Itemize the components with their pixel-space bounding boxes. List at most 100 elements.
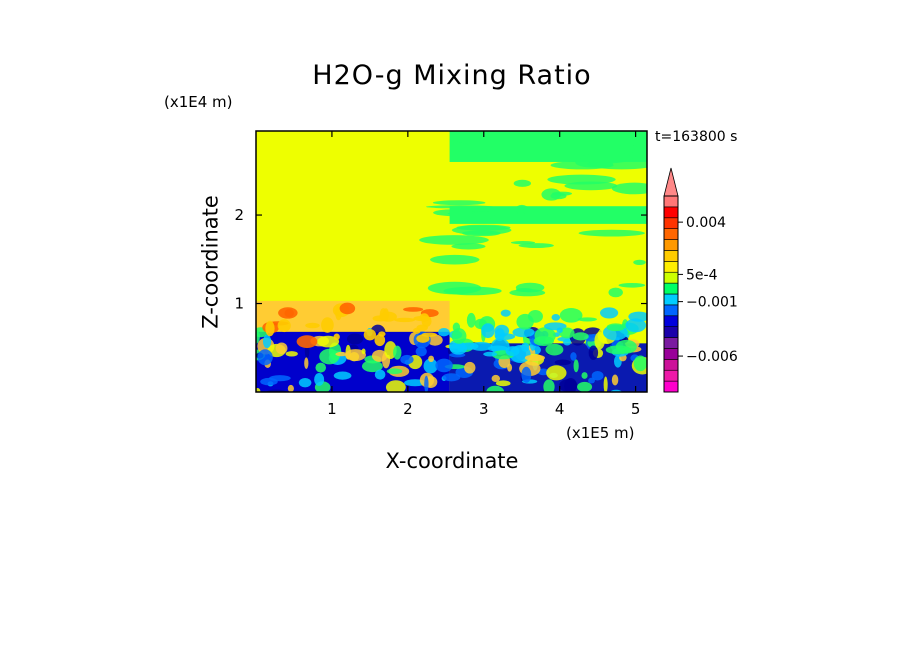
texture-streak: [430, 254, 480, 265]
texture-blob: [438, 328, 450, 337]
texture-blob: [277, 319, 291, 333]
texture-blob: [442, 373, 461, 382]
texture-blob: [284, 309, 294, 318]
colorbar-swatch: [663, 337, 679, 349]
texture-streak: [547, 174, 616, 185]
texture-streak: [451, 243, 486, 250]
texture-blob: [416, 334, 430, 343]
texture-blob: [466, 312, 476, 328]
contour-field: [256, 131, 647, 392]
texture-blob: [385, 380, 406, 392]
texture-blob: [265, 320, 275, 337]
texture-blob: [275, 342, 288, 355]
texture-blob: [546, 365, 567, 381]
colorbar-frame: [663, 195, 679, 393]
texture-streak: [456, 136, 522, 145]
colorbar-extend-arrow: [663, 167, 679, 197]
texture-blob: [563, 338, 572, 346]
texture-blob: [423, 358, 438, 374]
texture-blob: [464, 361, 476, 374]
colorbar-swatch: [663, 261, 679, 273]
texture-blob: [551, 313, 561, 321]
texture-streak: [618, 282, 646, 288]
texture-streak: [433, 209, 475, 217]
texture-blob: [339, 302, 356, 315]
texture-blob: [559, 327, 575, 339]
texture-blob: [483, 351, 498, 357]
texture-blob: [315, 362, 327, 373]
texture-blob: [572, 332, 589, 341]
texture-blob: [581, 372, 588, 379]
x-tick-label: 4: [555, 400, 565, 418]
texture-blob: [378, 331, 386, 337]
texture-blob: [304, 357, 309, 370]
texture-blob: [435, 358, 453, 373]
texture-blob: [361, 360, 383, 373]
texture-blob: [400, 354, 414, 365]
texture-blob: [625, 318, 647, 333]
texture-blob: [600, 307, 619, 319]
texture-blob: [428, 355, 435, 363]
colorbar-swatch: [663, 348, 679, 360]
texture-blob: [521, 342, 530, 352]
texture-streak: [578, 229, 645, 237]
texture-blob: [486, 385, 505, 392]
texture-blob: [262, 334, 272, 349]
texture-blob: [394, 317, 416, 323]
y-tick-label: 2: [234, 206, 244, 224]
colorbar-swatch: [663, 228, 679, 240]
texture-blob: [260, 377, 278, 386]
x-tick-label: 2: [403, 400, 413, 418]
chart-title: H2O-g Mixing Ratio: [312, 60, 592, 91]
texture-blob: [606, 323, 625, 332]
texture-streak: [587, 159, 647, 170]
texture-blob: [591, 370, 604, 381]
y-tick-label: 1: [234, 295, 244, 313]
texture-blob: [533, 336, 555, 346]
texture-blob: [588, 377, 595, 384]
texture-blob: [346, 333, 364, 345]
texture-streak: [419, 235, 489, 245]
texture-streak: [608, 287, 623, 298]
texture-blob: [298, 378, 312, 388]
texture-blob: [512, 327, 535, 338]
colorbar-swatch: [663, 271, 679, 284]
texture-blob: [487, 345, 508, 352]
x-axis-unit: (x1E5 m): [566, 424, 635, 442]
texture-blob: [287, 384, 294, 392]
colorbar: 0.004 5e-4 −0.001 −0.006: [663, 167, 738, 393]
texture-blob: [415, 346, 427, 357]
texture-blob: [285, 351, 298, 357]
colorbar-swatch: [663, 304, 679, 317]
colorbar-label: 0.004: [686, 215, 726, 231]
colorbar-label: −0.006: [686, 349, 738, 365]
texture-streak: [515, 287, 533, 292]
texture-blob: [491, 374, 501, 383]
texture-blob: [577, 317, 597, 322]
texture-blob: [451, 328, 467, 344]
texture-blob: [524, 354, 546, 362]
texture-blob: [319, 348, 340, 365]
texture-blob: [588, 345, 599, 360]
x-tick-label: 1: [327, 400, 337, 418]
texture-blob: [521, 366, 532, 383]
texture-streak: [513, 179, 532, 187]
texture-streak: [451, 225, 512, 235]
x-tick-label: 5: [631, 400, 641, 418]
texture-blob: [296, 335, 318, 348]
axes: 1 2 3 4 5 1 2: [234, 131, 647, 418]
texture-blob: [374, 369, 386, 380]
texture-blob: [594, 331, 605, 350]
texture-blob: [256, 387, 261, 392]
texture-blob: [371, 349, 388, 362]
texture-blob: [382, 308, 389, 322]
texture-blob: [633, 355, 647, 372]
texture-streak: [471, 211, 495, 220]
texture-blob: [603, 376, 608, 392]
colorbar-swatch: [663, 282, 679, 295]
texture-blob: [573, 359, 579, 373]
texture-blob: [345, 349, 366, 362]
texture-streak: [432, 200, 486, 206]
texture-streak: [547, 211, 603, 218]
